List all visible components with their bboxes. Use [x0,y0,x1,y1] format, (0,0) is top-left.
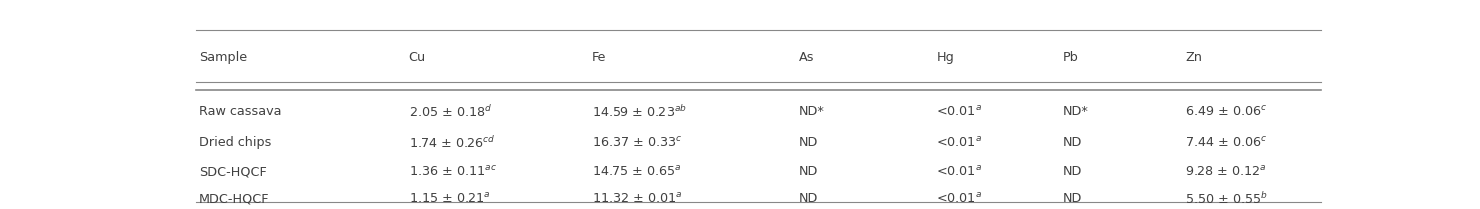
Text: 7.44 ± 0.06$^{c}$: 7.44 ± 0.06$^{c}$ [1185,136,1268,150]
Text: 9.28 ± 0.12$^{a}$: 9.28 ± 0.12$^{a}$ [1185,164,1267,178]
Text: 11.32 ± 0.01$^{a}$: 11.32 ± 0.01$^{a}$ [592,192,682,206]
Text: Dried chips: Dried chips [198,136,271,149]
Text: <0.01$^{a}$: <0.01$^{a}$ [937,164,983,178]
Text: Hg: Hg [937,51,955,64]
Text: Sample: Sample [198,51,247,64]
Text: ND: ND [1063,165,1082,178]
Text: Raw cassava: Raw cassava [198,106,281,119]
Text: <0.01$^{a}$: <0.01$^{a}$ [937,192,983,206]
Text: 14.75 ± 0.65$^{a}$: 14.75 ± 0.65$^{a}$ [592,164,682,178]
Text: Cu: Cu [408,51,426,64]
Text: Zn: Zn [1185,51,1202,64]
Text: ND: ND [1063,136,1082,149]
Text: ND: ND [799,136,818,149]
Text: 6.49 ± 0.06$^{c}$: 6.49 ± 0.06$^{c}$ [1185,105,1268,119]
Text: ND: ND [799,192,818,205]
Text: 1.36 ± 0.11$^{ac}$: 1.36 ± 0.11$^{ac}$ [408,164,497,178]
Text: Pb: Pb [1063,51,1079,64]
Text: 14.59 ± 0.23$^{ab}$: 14.59 ± 0.23$^{ab}$ [592,104,687,120]
Text: <0.01$^{a}$: <0.01$^{a}$ [937,136,983,150]
Text: ND: ND [799,165,818,178]
Text: 16.37 ± 0.33$^{c}$: 16.37 ± 0.33$^{c}$ [592,136,682,150]
Text: As: As [799,51,814,64]
Text: Fe: Fe [592,51,607,64]
Text: MDC-HQCF: MDC-HQCF [198,192,269,205]
Text: ND*: ND* [799,106,824,119]
Text: ND: ND [1063,192,1082,205]
Text: 2.05 ± 0.18$^{d}$: 2.05 ± 0.18$^{d}$ [408,104,493,120]
Text: 5.50 ± 0.55$^{b}$: 5.50 ± 0.55$^{b}$ [1185,191,1268,207]
Text: ND*: ND* [1063,106,1088,119]
Text: <0.01$^{a}$: <0.01$^{a}$ [937,105,983,119]
Text: 1.74 ± 0.26$^{cd}$: 1.74 ± 0.26$^{cd}$ [408,135,496,150]
Text: SDC-HQCF: SDC-HQCF [198,165,266,178]
Text: 1.15 ± 0.21$^{a}$: 1.15 ± 0.21$^{a}$ [408,192,490,206]
